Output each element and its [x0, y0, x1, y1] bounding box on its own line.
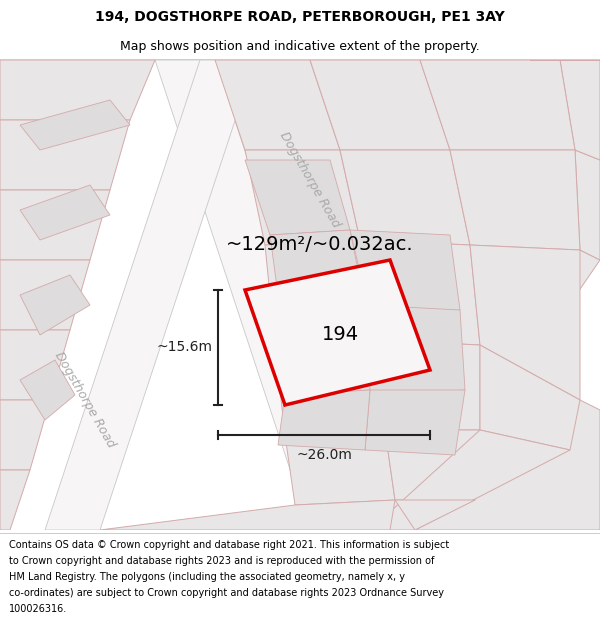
Text: Contains OS data © Crown copyright and database right 2021. This information is : Contains OS data © Crown copyright and d…: [9, 539, 449, 549]
Polygon shape: [280, 305, 370, 395]
Text: Dogsthorpe Road: Dogsthorpe Road: [277, 130, 343, 230]
Text: 194, DOGSTHORPE ROAD, PETERBOROUGH, PE1 3AY: 194, DOGSTHORPE ROAD, PETERBOROUGH, PE1 …: [95, 10, 505, 24]
Polygon shape: [350, 230, 460, 315]
Polygon shape: [275, 340, 385, 435]
Polygon shape: [470, 245, 580, 400]
Polygon shape: [20, 275, 90, 335]
Polygon shape: [100, 500, 395, 530]
Polygon shape: [560, 60, 600, 160]
Polygon shape: [415, 400, 600, 530]
Polygon shape: [0, 120, 130, 190]
Polygon shape: [245, 160, 350, 235]
Polygon shape: [20, 100, 130, 150]
Polygon shape: [270, 230, 365, 310]
Text: to Crown copyright and database rights 2023 and is reproduced with the permissio: to Crown copyright and database rights 2…: [9, 556, 434, 566]
Polygon shape: [278, 390, 370, 450]
Polygon shape: [215, 60, 340, 150]
Text: HM Land Registry. The polygons (including the associated geometry, namely x, y: HM Land Registry. The polygons (includin…: [9, 572, 405, 582]
Polygon shape: [245, 260, 430, 405]
Polygon shape: [0, 190, 110, 260]
Polygon shape: [375, 340, 480, 430]
Polygon shape: [420, 60, 575, 150]
Text: 194: 194: [322, 326, 359, 344]
Polygon shape: [20, 185, 110, 240]
Text: 100026316.: 100026316.: [9, 604, 67, 614]
Polygon shape: [385, 430, 480, 500]
Polygon shape: [0, 400, 50, 470]
Text: ~26.0m: ~26.0m: [296, 448, 352, 462]
Polygon shape: [370, 430, 570, 530]
Polygon shape: [360, 240, 480, 345]
Text: ~129m²/~0.032ac.: ~129m²/~0.032ac.: [226, 236, 414, 254]
Polygon shape: [0, 60, 155, 120]
Polygon shape: [0, 330, 70, 400]
Polygon shape: [310, 60, 450, 150]
Polygon shape: [575, 150, 600, 260]
Text: co-ordinates) are subject to Crown copyright and database rights 2023 Ordnance S: co-ordinates) are subject to Crown copyr…: [9, 588, 444, 598]
Polygon shape: [480, 345, 580, 450]
Polygon shape: [155, 60, 370, 530]
Polygon shape: [450, 150, 580, 250]
Text: Dogsthorpe Road: Dogsthorpe Road: [52, 350, 118, 450]
Polygon shape: [365, 305, 465, 395]
Polygon shape: [0, 470, 30, 530]
Polygon shape: [370, 250, 600, 530]
Text: ~15.6m: ~15.6m: [157, 340, 213, 354]
Polygon shape: [365, 390, 465, 455]
Polygon shape: [45, 60, 255, 530]
Polygon shape: [265, 240, 375, 345]
Polygon shape: [395, 500, 475, 530]
Polygon shape: [0, 260, 90, 330]
Polygon shape: [245, 150, 360, 245]
Polygon shape: [340, 150, 470, 245]
Polygon shape: [285, 430, 395, 505]
Text: Map shows position and indicative extent of the property.: Map shows position and indicative extent…: [120, 40, 480, 53]
Polygon shape: [20, 360, 75, 420]
